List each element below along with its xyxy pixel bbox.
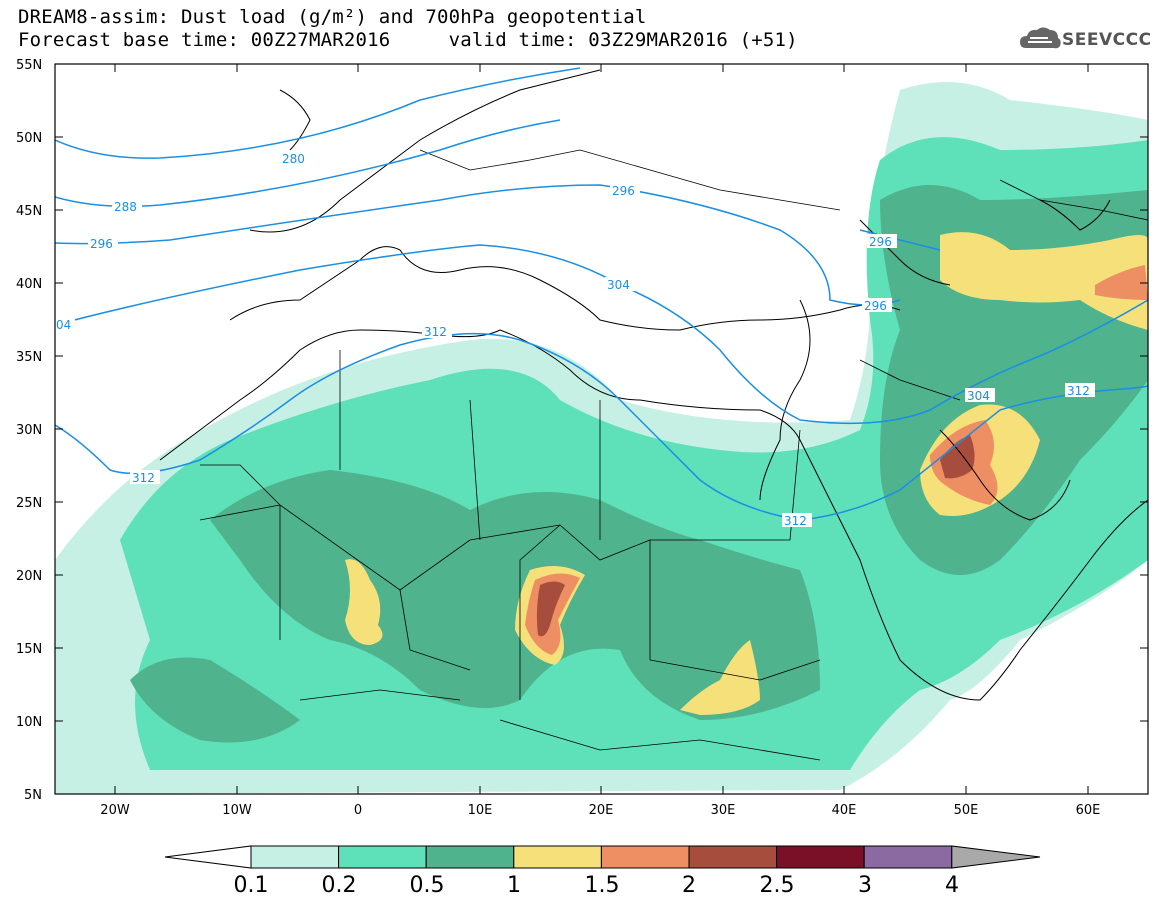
seevccc-logo <box>1020 27 1061 49</box>
lat-label-45n: 45N <box>16 204 42 219</box>
contour-label-296: 296 <box>90 237 113 251</box>
contour-296-east <box>859 229 941 251</box>
lon-label-30e: 30E <box>711 803 736 818</box>
lon-label-20e: 20E <box>589 803 614 818</box>
contour-280 <box>55 67 581 159</box>
lat-label-55n: 55N <box>16 58 42 73</box>
lat-label-35n: 35N <box>16 350 42 365</box>
lat-label-25n: 25N <box>16 496 42 511</box>
contour-304 <box>55 244 1148 425</box>
lat-label-40n: 40N <box>16 277 42 292</box>
contour-label-304: 304 <box>967 389 990 403</box>
lon-label-10w: 10W <box>222 803 252 818</box>
contour-label-04: 04 <box>56 318 71 332</box>
contour-label-296: 296 <box>869 235 892 249</box>
lon-label-10e: 10E <box>468 803 493 818</box>
contour-296-west <box>55 184 901 306</box>
contour-label-288: 288 <box>114 200 137 214</box>
coastlines <box>159 69 1148 701</box>
contour-label-304: 304 <box>607 278 630 292</box>
contour-label-312: 312 <box>132 471 155 485</box>
axis-ticks <box>55 63 1148 794</box>
lat-label-30n: 30N <box>16 423 42 438</box>
lat-label-15n: 15N <box>16 642 42 657</box>
contour-label-312: 312 <box>1067 384 1090 398</box>
lon-label-20w: 20W <box>100 803 130 818</box>
lon-label-60e: 60E <box>1076 803 1101 818</box>
contour-label-312: 312 <box>424 325 447 339</box>
dust-field-brown <box>536 435 975 637</box>
lon-label-40e: 40E <box>832 803 857 818</box>
contour-labels: 280 288 296 296 296 296 04 304 304 312 3… <box>55 151 1095 528</box>
lon-label-0: 0 <box>354 803 362 818</box>
map-title: DREAM8-assim: Dust load (g/m²) and 700hP… <box>18 6 647 28</box>
contour-label-280: 280 <box>282 152 305 166</box>
forecast-times: Forecast base time: 00Z27MAR2016 valid t… <box>18 29 798 51</box>
contour-label-296: 296 <box>864 299 887 313</box>
contour-label-296: 296 <box>612 184 635 198</box>
logo-text: SEEVCCC <box>1062 30 1152 50</box>
contour-312 <box>55 332 1148 521</box>
cloud-icon <box>1020 27 1061 49</box>
longitude-labels: 20W 10W 0 10E 20E 30E 40E 50E 60E <box>100 803 1100 818</box>
lat-label-5n: 5N <box>24 788 42 803</box>
lat-label-20n: 20N <box>16 569 42 584</box>
latitude-labels: 55N 50N 45N 40N 35N 30N 25N 20N 15N 10N … <box>16 58 42 803</box>
geopotential-contours <box>55 67 1148 521</box>
lat-label-50n: 50N <box>16 131 42 146</box>
contour-label-312: 312 <box>784 514 807 528</box>
country-borders <box>199 149 1148 761</box>
lon-label-50e: 50E <box>954 803 979 818</box>
lat-label-10n: 10N <box>16 715 42 730</box>
